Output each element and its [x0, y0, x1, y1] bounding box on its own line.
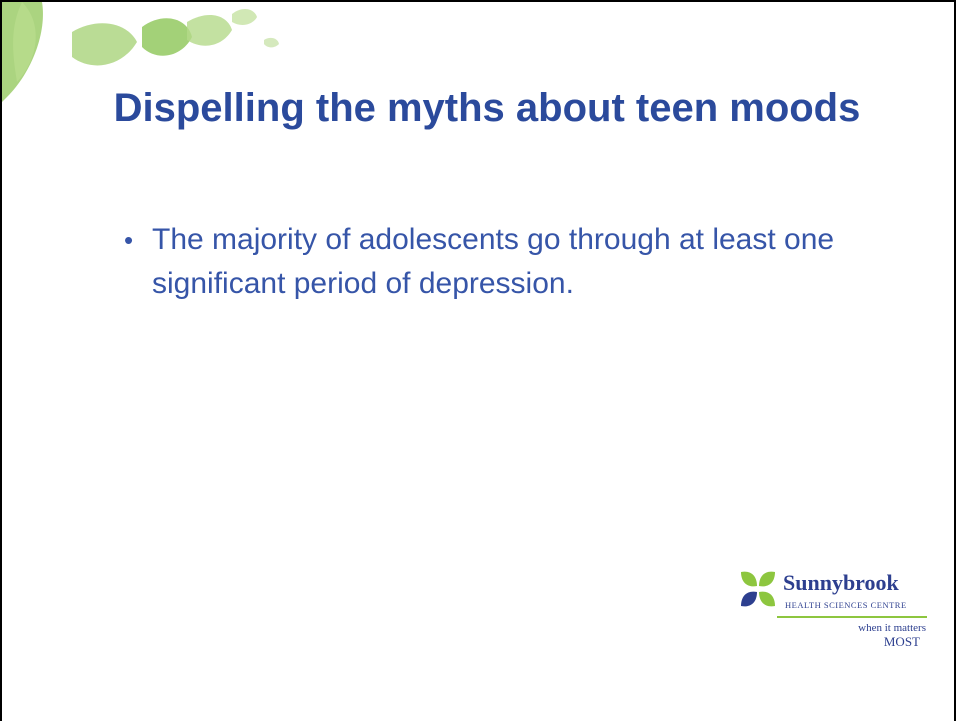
slide-title: Dispelling the myths about teen moods	[102, 82, 872, 134]
logo-subtitle: HEALTH SCIENCES CENTRE	[785, 600, 907, 610]
logo-tagline: when it matters	[858, 622, 926, 634]
logo: Sunnybrook HEALTH SCIENCES CENTRE when i…	[737, 564, 932, 689]
logo-tagline: MOST	[884, 634, 920, 650]
bullet-list: The majority of adolescents go through a…	[124, 218, 844, 306]
logo-icon	[739, 570, 779, 610]
bullet: The majority of adolescents go through a…	[124, 218, 844, 306]
logo-name: Sunnybrook	[783, 570, 899, 596]
slide: Dispelling the myths about teen moods Th…	[0, 0, 956, 721]
logo-rule	[777, 616, 927, 618]
